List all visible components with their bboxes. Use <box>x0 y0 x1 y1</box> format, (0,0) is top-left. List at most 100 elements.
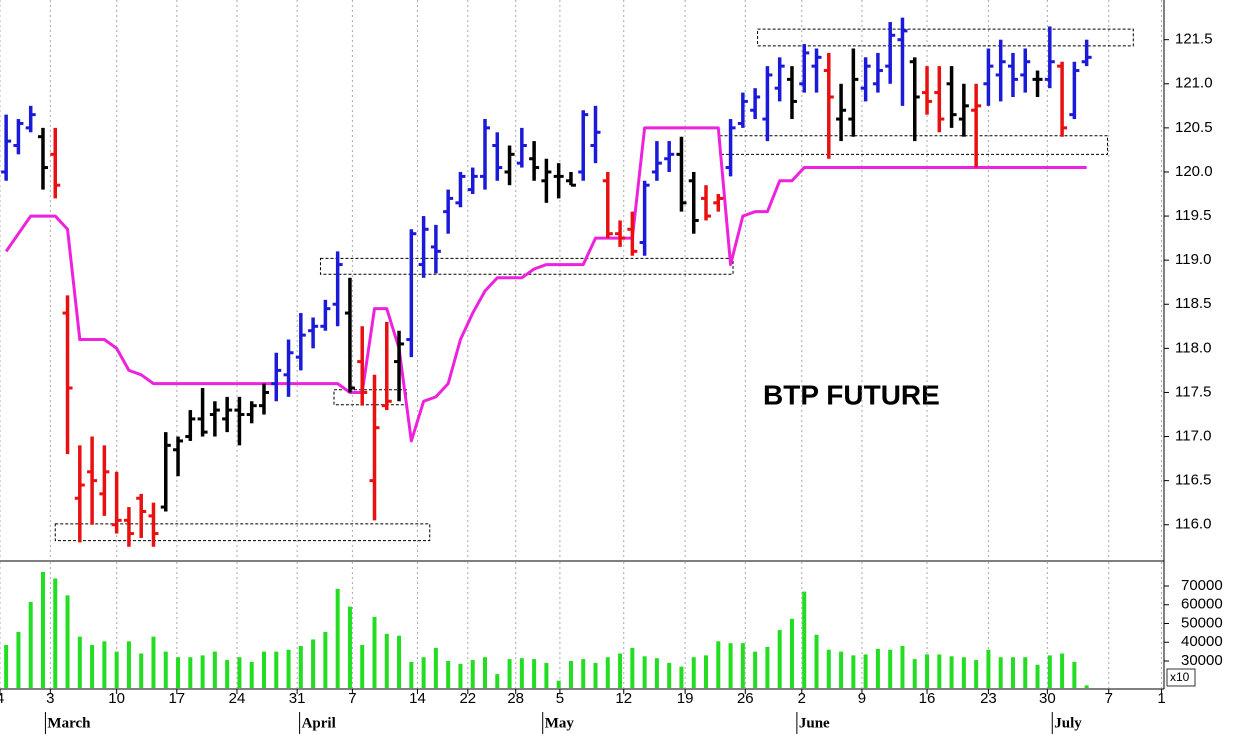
volume-bar <box>311 639 316 688</box>
y-tick-label: 117.0 <box>1175 428 1211 445</box>
volume-bar <box>863 654 868 688</box>
volume-bar <box>261 651 266 688</box>
volume-bar <box>802 591 807 688</box>
volume-bar <box>151 636 156 688</box>
y-tick-label: 70000 <box>1181 577 1223 594</box>
stop-line <box>4 126 1087 443</box>
chart-title: BTP FUTURE <box>763 379 940 410</box>
y-tick-label: 116.5 <box>1175 472 1211 489</box>
volume-bar <box>691 657 696 688</box>
volume-bar <box>286 649 291 688</box>
volume-bar <box>65 595 70 688</box>
volume-bar <box>667 662 672 688</box>
volume-bar <box>470 660 475 688</box>
volume-bar <box>937 654 942 688</box>
volume-bar <box>568 661 573 688</box>
volume-bar <box>16 631 21 688</box>
volume-bar <box>139 653 144 688</box>
x-tick-label: 24 <box>229 690 246 707</box>
volume-bar <box>532 659 537 688</box>
month-label: July <box>1054 715 1082 731</box>
volume-bar <box>1084 685 1089 688</box>
volume-bar <box>446 661 451 688</box>
x-tick-label: 5 <box>556 690 564 707</box>
volume-bar <box>495 674 500 688</box>
volume-bar <box>28 601 33 688</box>
volume-bar <box>630 647 635 688</box>
volume-bar <box>753 651 758 688</box>
x-tick-label: 14 <box>409 690 426 707</box>
y-tick-label: 50000 <box>1181 614 1223 631</box>
month-label: June <box>799 715 830 731</box>
volume-bar <box>1047 655 1052 688</box>
x-tick-label: 22 <box>459 690 476 707</box>
volume-bar <box>458 663 463 688</box>
volume-bar <box>77 636 82 688</box>
volume-bar <box>704 655 709 688</box>
y-tick-label: 120.5 <box>1175 119 1213 136</box>
y-tick-label: 119.5 <box>1175 207 1211 224</box>
range-box <box>333 389 407 406</box>
volume-bar <box>483 657 487 688</box>
range-box <box>319 257 734 275</box>
volume-bar <box>888 649 893 688</box>
x-tick-label: 16 <box>919 690 936 707</box>
volume-bar <box>740 643 745 688</box>
volume-bar <box>912 659 917 688</box>
volume-bar <box>1023 657 1028 688</box>
x-tick-label: 31 <box>289 690 306 707</box>
volume-bar <box>814 634 819 688</box>
volume-bar <box>519 658 524 688</box>
y-tick-label: 118.0 <box>1175 339 1211 356</box>
x-tick-label: 23 <box>980 690 997 707</box>
volume-bar <box>433 647 438 688</box>
y-tick-label: 121.5 <box>1175 31 1213 48</box>
volume-bar <box>409 661 414 688</box>
volume-bar <box>998 657 1003 688</box>
volume-bar <box>789 618 794 688</box>
volume-bar <box>1072 661 1077 688</box>
volume-bar <box>1010 657 1015 688</box>
y-tick-label: 30000 <box>1181 652 1223 669</box>
volume-bar <box>507 659 512 688</box>
volume-bar <box>851 655 856 688</box>
volume-bar <box>618 653 623 688</box>
range-box <box>757 28 1134 47</box>
x-tick-label: 1 <box>1157 690 1165 707</box>
volume-bar <box>212 651 217 688</box>
volume-bar <box>372 616 377 688</box>
y-tick-label: 121.0 <box>1175 75 1213 92</box>
x-tick-label: 9 <box>858 690 866 707</box>
volume-bar <box>986 649 991 688</box>
volume-bar <box>114 651 119 688</box>
y-tick-label: 40000 <box>1181 633 1223 650</box>
x-tick-label: 4 <box>0 690 4 707</box>
volume-bar <box>126 641 131 688</box>
volume-bar <box>335 588 340 688</box>
volume-bar <box>249 661 254 688</box>
x-tick-label: 12 <box>615 690 632 707</box>
volume-bar <box>900 646 905 688</box>
volume-bar <box>4 645 9 688</box>
x-tick-label: 28 <box>507 690 524 707</box>
volume-bar <box>347 606 352 688</box>
volume-bar <box>53 578 58 688</box>
volume-bar <box>323 631 328 688</box>
x-tick-label: 3 <box>46 690 54 707</box>
y-tick-label: 119.0 <box>1175 251 1211 268</box>
month-label: March <box>47 715 91 731</box>
volume-bar <box>421 657 426 688</box>
x-tick-label: 26 <box>737 690 754 707</box>
volume-bar <box>839 651 844 688</box>
volume-bar <box>728 643 733 688</box>
y-tick-label: 120.0 <box>1175 163 1213 180</box>
volume-bar <box>188 657 193 688</box>
volume-bar <box>237 657 242 688</box>
volume-bar <box>163 651 168 688</box>
x-tick-label: 30 <box>1039 690 1056 707</box>
volume-bar <box>581 659 586 688</box>
volume-bar <box>298 646 303 688</box>
month-label: April <box>302 715 336 731</box>
